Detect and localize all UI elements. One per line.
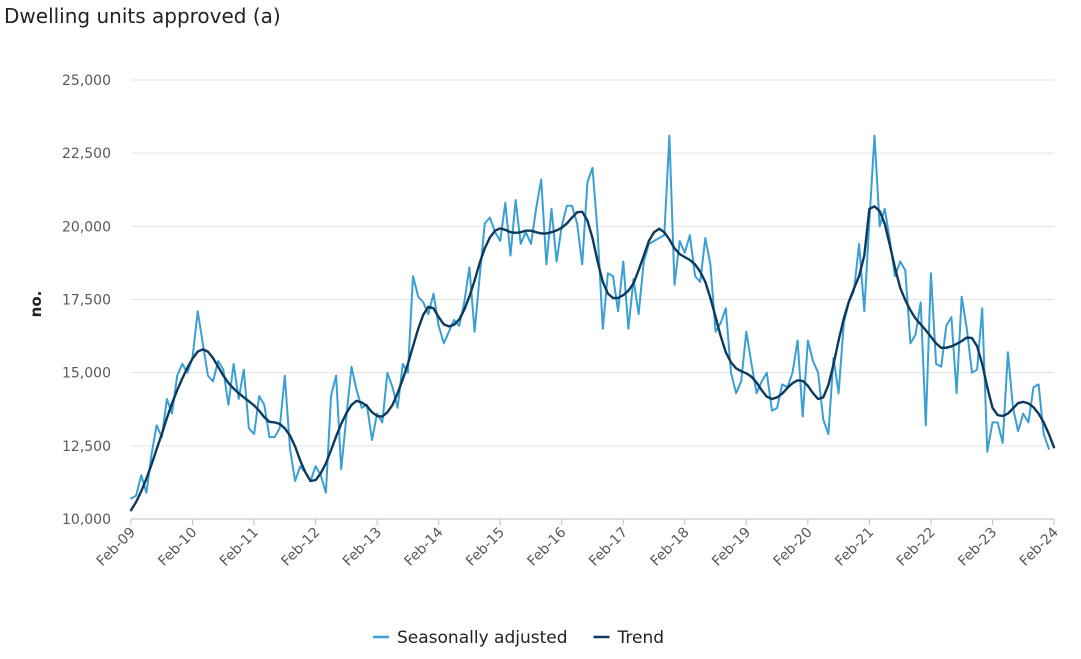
x-tick-label: Feb-12 bbox=[278, 525, 323, 570]
x-tick-label: Feb-17 bbox=[586, 525, 631, 570]
y-tick-label: 20,000 bbox=[62, 219, 111, 235]
x-tick-label: Feb-10 bbox=[155, 525, 200, 570]
y-tick-label: 17,500 bbox=[62, 293, 111, 309]
y-tick-label: 15,000 bbox=[62, 366, 111, 382]
x-tick-label: Feb-21 bbox=[832, 525, 877, 570]
x-tick-label: Feb-19 bbox=[709, 525, 754, 570]
y-axis-label: no. bbox=[27, 291, 45, 318]
legend: Seasonally adjusted Trend bbox=[373, 628, 664, 648]
grid-layer bbox=[131, 79, 1054, 520]
x-tick-label: Feb-14 bbox=[401, 524, 446, 569]
x-axis: Feb-09 Feb-10 Feb-11 Feb-12 Feb-13 Feb-14 Feb-… bbox=[94, 519, 1062, 570]
y-tick-label: 22,500 bbox=[62, 146, 111, 162]
y-tick-label: 12,500 bbox=[62, 439, 111, 455]
legend-item-seasonally-adjusted[interactable]: Seasonally adjusted bbox=[373, 628, 568, 648]
x-tick-label: Feb-15 bbox=[463, 525, 508, 570]
y-tick-label: 25,000 bbox=[62, 73, 111, 89]
series-line-seasonally-adjusted bbox=[130, 134, 1050, 500]
x-tick-label: Feb-13 bbox=[340, 525, 385, 570]
x-tick-label: Feb-18 bbox=[648, 525, 693, 570]
legend-label: Seasonally adjusted bbox=[397, 628, 568, 648]
x-tick-label: Feb-22 bbox=[894, 525, 939, 570]
legend-label: Trend bbox=[617, 628, 665, 648]
series-layer bbox=[129, 134, 1056, 512]
x-tick-label: Feb-23 bbox=[955, 525, 1000, 570]
y-axis: 10,000 12,500 15,000 17,500 20,000 22,500 25,0… bbox=[62, 73, 111, 528]
x-tick-label: Feb-16 bbox=[525, 524, 570, 569]
x-tick-label: Feb-11 bbox=[217, 525, 262, 570]
chart-title: Dwelling units approved (a) bbox=[4, 4, 281, 28]
series-line-trend bbox=[129, 205, 1056, 512]
legend-item-trend[interactable]: Trend bbox=[593, 628, 665, 648]
x-tick-label: Feb-24 bbox=[1017, 524, 1062, 569]
x-tick-label: Feb-09 bbox=[94, 525, 139, 570]
x-tick-label: Feb-20 bbox=[771, 525, 816, 570]
y-tick-label: 10,000 bbox=[62, 512, 111, 528]
